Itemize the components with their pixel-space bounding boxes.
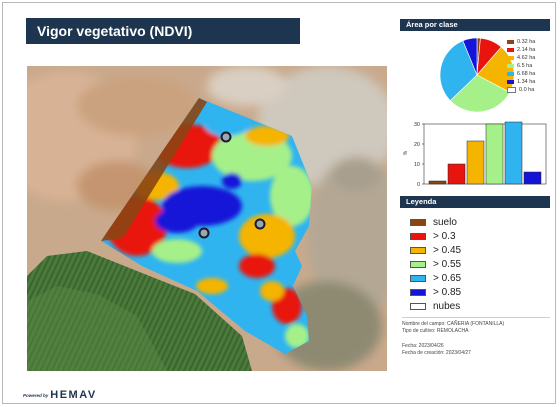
- legend-item: > 0.55: [410, 257, 461, 271]
- crop-field-shade: [27, 286, 167, 371]
- pie-legend-label: 4.62 ha: [517, 55, 536, 61]
- pie-legend-item: 2.14 ha: [507, 46, 535, 54]
- legend-swatch: [410, 274, 426, 282]
- histogram-bar: [466, 140, 485, 185]
- soil-edge: [101, 98, 207, 241]
- pie-legend-label: 6.5 ha: [517, 63, 533, 69]
- histogram-bar: [447, 163, 466, 185]
- satellite-texture: [27, 66, 387, 371]
- pie-legend-item: 0.32 ha: [507, 38, 535, 46]
- pie-legend-label: 2.14 ha: [517, 47, 536, 53]
- histogram-ylabel: %: [403, 150, 410, 156]
- pie-legend-swatch: [507, 56, 514, 60]
- legend-label: > 0.45: [433, 244, 462, 256]
- legend-swatch: [410, 246, 426, 254]
- class-histogram: 0 10 20 30: [414, 121, 547, 188]
- field-name: Nombre del campo: CAÑERIA (FONTANILLA): [402, 321, 505, 327]
- pie-slice: [449, 74, 511, 113]
- powered-by-text: Powered by: [23, 392, 49, 398]
- pie-legend-label: 0.0 ha: [519, 87, 535, 93]
- histogram-bar: [504, 121, 523, 185]
- pie-legend-swatch: [507, 72, 514, 76]
- sample-point-marker[interactable]: [220, 131, 232, 143]
- pie-legend: 0.32 ha 2.14 ha 4.62 ha 6.5 ha 6.68 ha 1.34 h…: [507, 38, 535, 94]
- legend-item: nubes: [410, 299, 461, 313]
- hemav-logo: HEMAV: [50, 389, 97, 401]
- map-canvas: [27, 66, 387, 371]
- crop-type: Tipo de cultivo: REMOLACHA: [402, 327, 469, 334]
- creation-date: Fecha de creación: 2023/04/27: [402, 349, 471, 356]
- histogram-bar: [428, 180, 447, 185]
- area-pie-chart: [439, 37, 515, 113]
- pie-legend-item: 4.62 ha: [507, 54, 535, 62]
- legend-label: > 0.3: [433, 230, 456, 242]
- histogram-ytick-label: 10: [414, 162, 420, 168]
- pie-legend-label: 1.34 ha: [517, 79, 536, 85]
- legend-label: > 0.55: [433, 258, 462, 270]
- legend-swatch: [410, 288, 426, 296]
- pie-legend-item: 0.0 ha: [507, 86, 535, 94]
- pie-legend-swatch: [507, 40, 514, 44]
- ndvi-legend: suelo > 0.3 > 0.45 > 0.55 > 0.65 > 0.85 nubes: [410, 215, 461, 313]
- pie-legend-label: 0.32 ha: [517, 39, 536, 45]
- histogram-ytick-label: 30: [414, 122, 420, 128]
- histogram-bar: [523, 171, 542, 185]
- pie-legend-item: 1.34 ha: [507, 78, 535, 86]
- legend-item: > 0.45: [410, 243, 461, 257]
- legend-label: > 0.85: [433, 286, 462, 298]
- histogram-ytick-label: 0: [417, 182, 420, 188]
- legend-label: nubes: [433, 300, 461, 312]
- legend-swatch: [410, 260, 426, 268]
- legend-label: > 0.65: [433, 272, 462, 284]
- pie-legend-swatch: [507, 87, 516, 93]
- pie-slice: [462, 37, 478, 76]
- legend-item: > 0.65: [410, 271, 461, 285]
- legend-swatch: [410, 302, 426, 310]
- pie-legend-item: 6.68 ha: [507, 70, 535, 78]
- area-panel-heading: Área por clase: [400, 19, 550, 31]
- legend-swatch: [410, 232, 426, 240]
- sample-point-marker[interactable]: [254, 218, 266, 230]
- pie-legend-swatch: [507, 80, 514, 84]
- sample-points: [198, 131, 266, 239]
- date-info: Fecha: 2023/04/26 Fecha de creación: 202…: [402, 343, 552, 356]
- sample-point-marker[interactable]: [198, 227, 210, 239]
- histogram-ytick-label: 20: [414, 142, 420, 148]
- page-title: Vigor vegetativo (NDVI): [26, 18, 300, 44]
- legend-item: > 0.85: [410, 285, 461, 299]
- pie-legend-item: 6.5 ha: [507, 62, 535, 70]
- pie-legend-swatch: [507, 48, 514, 52]
- legend-heading: Leyenda: [400, 196, 550, 208]
- brand-logo: Powered by HEMAV: [23, 389, 97, 401]
- ndvi-map: [27, 66, 387, 371]
- crop-field-green: [27, 251, 252, 371]
- pie-legend-swatch: [507, 64, 514, 68]
- capture-date: Fecha: 2023/04/26: [402, 343, 444, 349]
- pie-slice: [439, 40, 478, 101]
- pie-legend-label: 6.68 ha: [517, 71, 536, 77]
- divider: [402, 317, 550, 318]
- legend-item: > 0.3: [410, 229, 461, 243]
- histogram-bar: [485, 123, 504, 185]
- legend-swatch: [410, 218, 426, 226]
- field-info: Nombre del campo: CAÑERIA (FONTANILLA) T…: [402, 321, 552, 334]
- legend-label: suelo: [433, 216, 457, 228]
- legend-item: suelo: [410, 215, 461, 229]
